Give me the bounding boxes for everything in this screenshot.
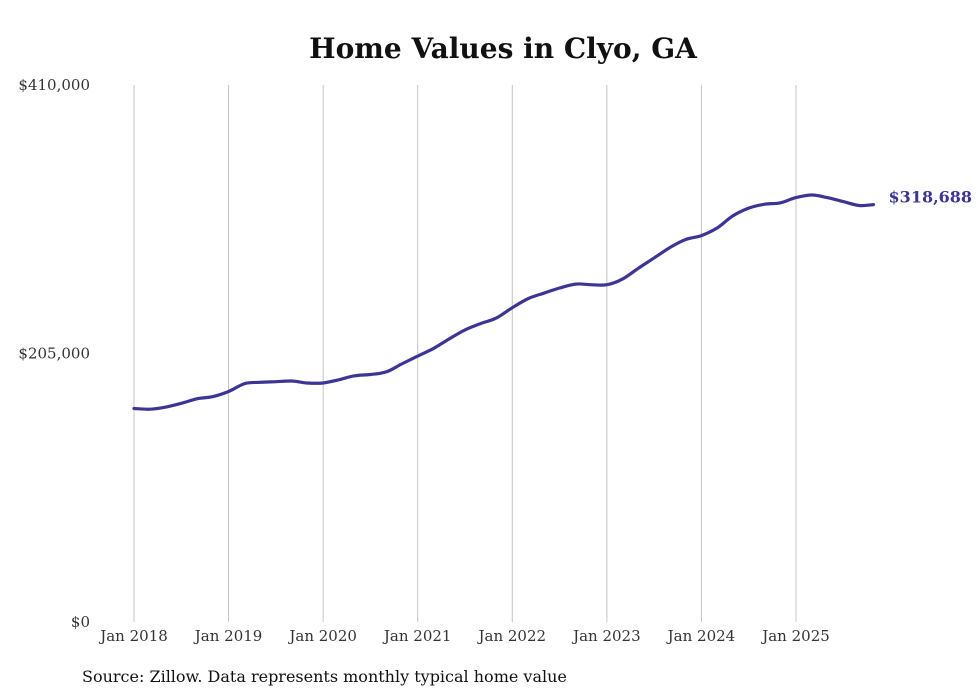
- chart-title: Home Values in Clyo, GA: [309, 32, 698, 65]
- x-tick-label: Jan 2023: [571, 627, 641, 645]
- x-tick-label: Jan 2019: [193, 627, 263, 645]
- x-tick-label: Jan 2024: [666, 627, 736, 645]
- y-axis-ticks: $0 $205,000 $410,000: [18, 76, 90, 631]
- x-tick-label: Jan 2018: [98, 627, 168, 645]
- x-tick-label: Jan 2021: [382, 627, 452, 645]
- y-tick-label: $410,000: [18, 76, 90, 94]
- source-note: Source: Zillow. Data represents monthly …: [82, 667, 567, 686]
- gridlines: [133, 85, 797, 622]
- x-tick-label: Jan 2025: [760, 627, 830, 645]
- end-value-label: $318,688: [889, 188, 973, 207]
- x-tick-label: Jan 2022: [477, 627, 547, 645]
- x-axis-ticks: Jan 2018 Jan 2019 Jan 2020 Jan 2021 Jan 2022…: [98, 627, 830, 645]
- y-tick-label: $205,000: [18, 345, 90, 363]
- y-tick-label: $0: [71, 613, 90, 631]
- x-tick-label: Jan 2020: [287, 627, 357, 645]
- series-line: [132, 193, 876, 411]
- series-group: $318,688: [132, 188, 973, 411]
